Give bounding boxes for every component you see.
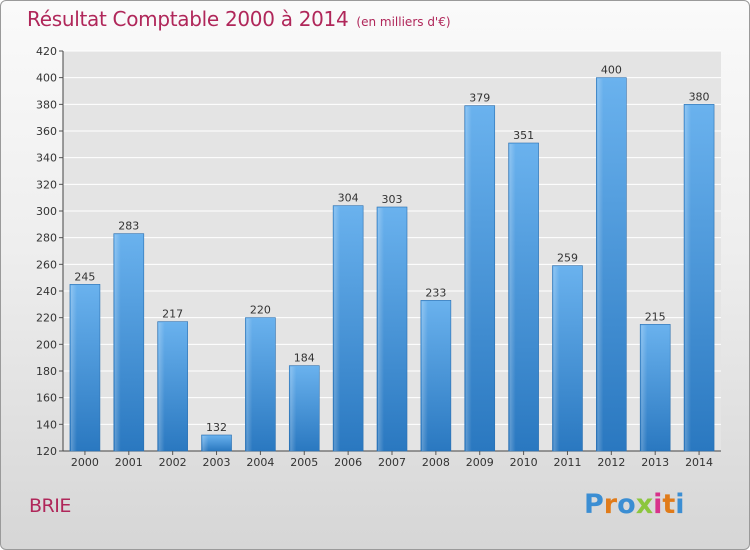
bar-highlight: [114, 234, 121, 451]
y-tick-label: 320: [36, 178, 57, 191]
logo-letter: x: [635, 489, 654, 520]
title-row: Résultat Comptable 2000 à 2014 (en millie…: [27, 7, 451, 31]
city-label: BRIE: [29, 495, 71, 517]
x-tick-label: 2012: [597, 456, 625, 469]
y-tick-label: 120: [36, 445, 57, 458]
x-tick-label: 2009: [466, 456, 494, 469]
x-tick-label: 2001: [115, 456, 143, 469]
bar-highlight: [509, 144, 516, 451]
data-label: 303: [382, 193, 403, 206]
data-label: 233: [425, 286, 446, 299]
y-tick-label: 220: [36, 312, 57, 325]
data-label: 217: [162, 308, 183, 321]
x-tick-label: 2011: [553, 456, 581, 469]
data-label: 132: [206, 421, 227, 434]
bar-highlight: [553, 266, 560, 451]
bar-highlight: [246, 318, 253, 451]
data-label: 351: [513, 129, 534, 142]
y-tick-label: 160: [36, 392, 57, 405]
bar-highlight: [378, 208, 384, 451]
x-tick-label: 2005: [290, 456, 318, 469]
y-tick-label: 400: [36, 72, 57, 85]
y-tick-label: 240: [36, 285, 57, 298]
bar-highlight: [334, 206, 341, 451]
y-tick-label: 340: [36, 152, 57, 165]
data-label: 380: [689, 90, 710, 103]
y-tick-label: 380: [36, 98, 57, 111]
x-tick-label: 2006: [334, 456, 362, 469]
logo-letter: i: [653, 489, 663, 520]
bar-highlight: [597, 78, 604, 452]
x-tick-label: 2002: [159, 456, 187, 469]
x-tick-label: 2014: [685, 456, 713, 469]
y-tick-label: 200: [36, 338, 57, 351]
logo-letter: P: [584, 489, 604, 520]
y-tick-label: 260: [36, 258, 57, 271]
bar-highlight: [421, 301, 428, 451]
x-tick-label: 2003: [203, 456, 231, 469]
x-tick-label: 2004: [246, 456, 274, 469]
data-label: 245: [74, 270, 95, 283]
y-tick-label: 140: [36, 418, 57, 431]
x-tick-label: 2013: [641, 456, 669, 469]
y-tick-label: 280: [36, 232, 57, 245]
y-tick-label: 360: [36, 125, 57, 138]
data-label: 400: [601, 64, 622, 77]
bar-highlight: [202, 436, 209, 451]
logo-letter: t: [662, 489, 676, 520]
proxiti-logo: Proxiti: [584, 489, 685, 520]
bar-highlight: [290, 366, 297, 451]
bar-highlight: [685, 105, 692, 451]
data-label: 379: [469, 92, 490, 105]
logo-letter: r: [603, 489, 618, 520]
data-label: 259: [557, 252, 578, 265]
y-tick-label: 420: [36, 45, 57, 58]
x-tick-label: 2007: [378, 456, 406, 469]
bar-highlight: [465, 106, 472, 452]
bar-highlight: [158, 322, 165, 451]
data-label: 184: [294, 352, 315, 365]
bar-highlight: [641, 325, 648, 451]
logo-letter: o: [617, 489, 636, 520]
x-tick-label: 2000: [71, 456, 99, 469]
chart-title: Résultat Comptable 2000 à 2014: [27, 7, 349, 31]
y-tick-label: 180: [36, 365, 57, 378]
bar-highlight: [70, 285, 77, 451]
data-label: 220: [250, 304, 271, 317]
chart-subtitle: (en milliers d'€): [356, 15, 451, 29]
x-tick-label: 2010: [510, 456, 538, 469]
logo-letter: i: [675, 489, 685, 520]
data-label: 283: [118, 220, 139, 233]
data-label: 215: [645, 310, 666, 323]
data-label: 304: [338, 192, 359, 205]
x-tick-label: 2008: [422, 456, 450, 469]
y-tick-label: 300: [36, 205, 57, 218]
